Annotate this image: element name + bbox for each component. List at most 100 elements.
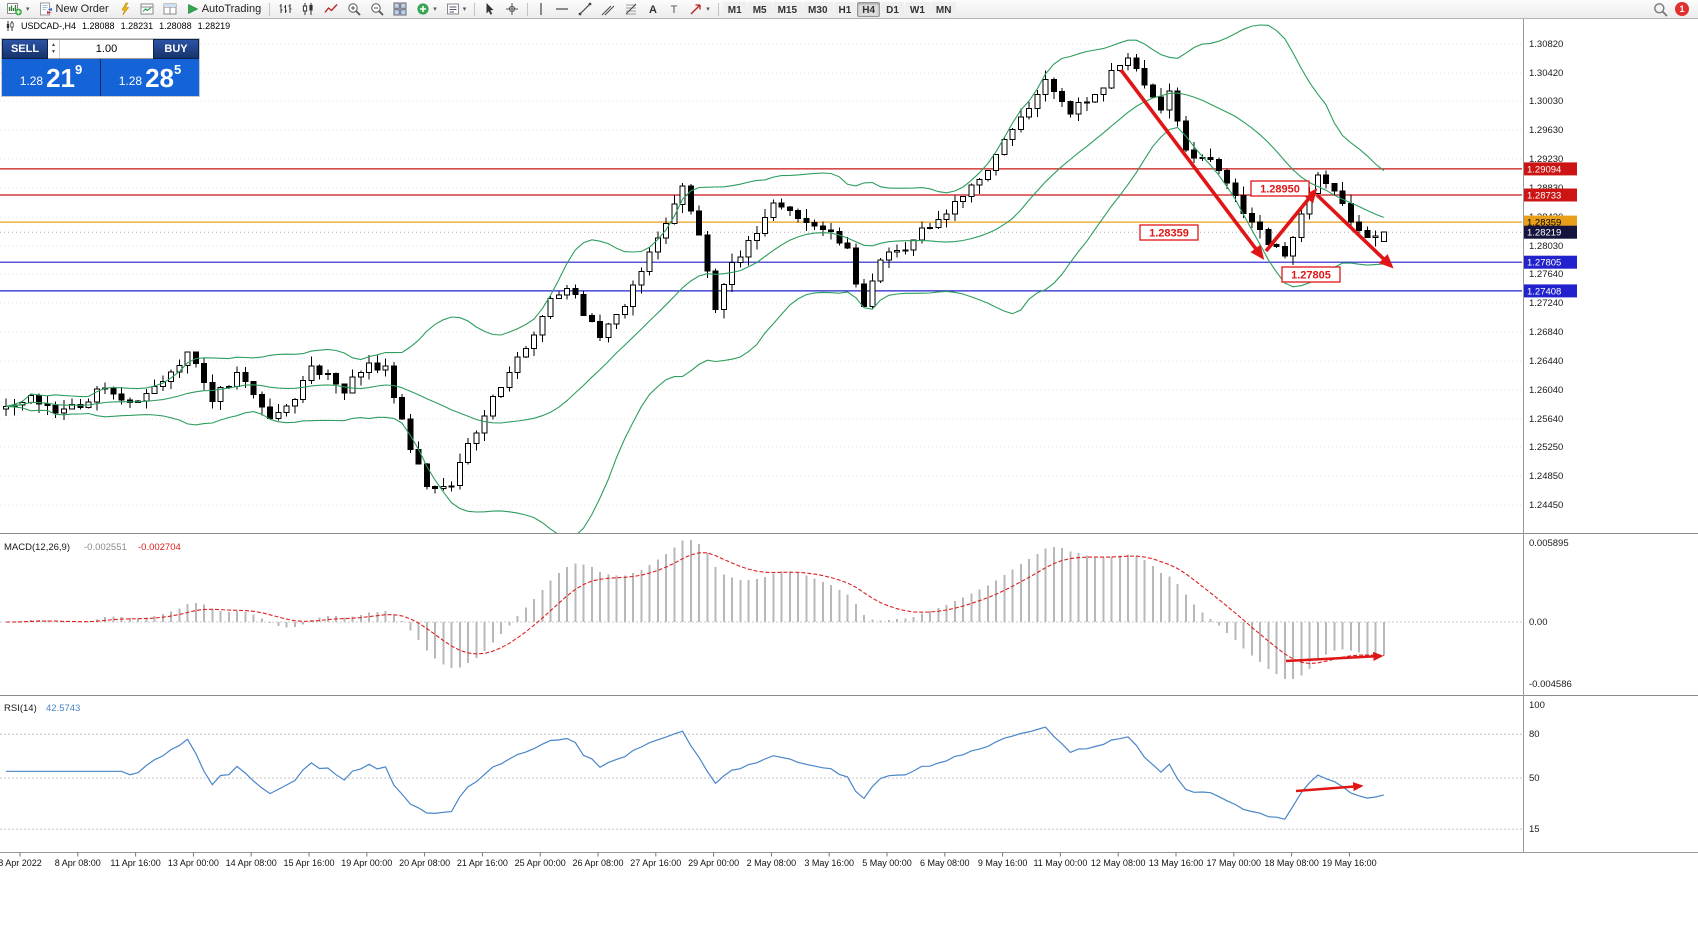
objects-list-button[interactable]: ▾ [442, 1, 471, 18]
trend-annotations[interactable]: 1.28950 1.28359 1.27805 [1119, 68, 1394, 283]
svg-text:1.30420: 1.30420 [1529, 68, 1563, 79]
svg-text:5 May 00:00: 5 May 00:00 [862, 858, 912, 868]
volume-field[interactable]: ▲ ▼ 1.00 [48, 39, 153, 59]
svg-text:1.24450: 1.24450 [1529, 500, 1563, 511]
svg-text:1.28359: 1.28359 [1527, 218, 1561, 229]
trendline-button[interactable] [574, 1, 596, 18]
notification-badge[interactable]: 1 [1675, 2, 1689, 16]
channel-button[interactable] [597, 1, 619, 18]
indicators-plus-icon [417, 3, 429, 15]
timeframe-m5-button[interactable]: M5 [747, 1, 772, 17]
text-tool-button[interactable]: A [643, 1, 663, 18]
search-icon[interactable] [1653, 2, 1668, 17]
sell-price-sup: 9 [75, 62, 83, 77]
ohlc-open: 1.28088 [82, 21, 115, 31]
new-order-label: New Order [55, 3, 109, 15]
chart-window: 1.28950 1.28359 1.27805 1.30820 1.30420 1.30… [0, 19, 1698, 937]
svg-text:13 May 16:00: 13 May 16:00 [1149, 858, 1204, 868]
candlestick-chart-button[interactable] [297, 1, 319, 18]
macd-value-main: -0.002551 [84, 542, 127, 553]
svg-text:20 Apr 08:00: 20 Apr 08:00 [399, 858, 450, 868]
svg-text:1.25250: 1.25250 [1529, 442, 1563, 453]
toolbar-separator [527, 2, 529, 16]
sell-price-display[interactable]: 1.28 21 9 [2, 59, 100, 96]
arrows-tool-button[interactable]: ▾ [685, 1, 714, 18]
crosshair-icon [506, 3, 519, 15]
svg-text:T: T [671, 4, 678, 16]
line-chart-button[interactable] [320, 1, 342, 18]
candlestick-series [3, 52, 1387, 494]
cursor-button[interactable] [479, 1, 500, 18]
autotrading-button[interactable]: AutoTrading [182, 1, 266, 18]
svg-text:1.30030: 1.30030 [1529, 96, 1563, 107]
timeframe-mn-button[interactable]: MN [930, 1, 957, 17]
svg-text:1.27408: 1.27408 [1527, 286, 1561, 297]
new-chart-button[interactable]: ▾ [3, 1, 34, 18]
spin-down-icon[interactable]: ▼ [51, 49, 56, 55]
buy-button[interactable]: BUY [153, 39, 199, 59]
price-annotation-box[interactable]: 1.28359 [1139, 224, 1199, 241]
axis-price-label: 1.28359 [1524, 215, 1577, 229]
axis-price-label: 1.27805 [1524, 255, 1577, 269]
svg-text:19 May 16:00: 19 May 16:00 [1322, 858, 1377, 868]
svg-text:1.29094: 1.29094 [1527, 164, 1561, 175]
zoom-out-button[interactable] [366, 1, 388, 18]
axis-price-label: 1.29094 [1524, 162, 1577, 176]
spin-up-icon[interactable]: ▲ [51, 42, 56, 48]
horizontal-line-button[interactable] [551, 1, 573, 18]
buy-price-display[interactable]: 1.28 28 5 [101, 59, 199, 96]
macd-trend-arrow[interactable] [1285, 651, 1384, 663]
objects-list-icon [446, 3, 459, 15]
price-axis[interactable]: 1.308201.304201.300301.296301.292301.288… [1523, 19, 1578, 853]
one-click-top-row: SELL ▲ ▼ 1.00 BUY [2, 39, 199, 59]
price-annotation-box[interactable]: 1.27805 [1281, 266, 1341, 283]
vertical-line-button[interactable] [532, 1, 550, 18]
svg-text:1.30820: 1.30820 [1529, 39, 1563, 50]
rsi-panel: 100 80 50 15 RSI(14) 42.5743 [0, 700, 1545, 835]
svg-text:11 Apr 16:00: 11 Apr 16:00 [110, 858, 160, 868]
timeframe-m15-button[interactable]: M15 [772, 1, 803, 17]
new-order-button[interactable]: New Order [35, 1, 113, 18]
svg-text:25 Apr 00:00: 25 Apr 00:00 [515, 858, 566, 868]
rsi-trend-arrow[interactable] [1295, 782, 1364, 793]
timeframe-m30-button[interactable]: M30 [803, 1, 833, 17]
svg-text:8 Apr 2022: 8 Apr 2022 [0, 858, 42, 868]
svg-text:2 May 08:00: 2 May 08:00 [747, 858, 797, 868]
ohlc-close: 1.28219 [197, 21, 231, 31]
timeframe-d1-button[interactable]: D1 [881, 1, 904, 17]
volume-value[interactable]: 1.00 [95, 43, 118, 55]
zoom-out-icon [371, 3, 384, 16]
ohlc-low: 1.28088 [159, 21, 192, 31]
volume-spinner[interactable]: ▲ ▼ [48, 40, 60, 58]
data-window-button[interactable] [159, 1, 181, 18]
fibonacci-button[interactable] [620, 1, 642, 18]
tile-windows-button[interactable] [389, 1, 411, 18]
crosshair-button[interactable] [501, 1, 523, 18]
price-annotation-box[interactable]: 1.28950 [1250, 180, 1310, 197]
tile-windows-icon [393, 2, 407, 16]
market-watch-button[interactable] [136, 1, 158, 18]
zoom-in-button[interactable] [343, 1, 365, 18]
indicators-button[interactable]: ▾ [412, 1, 441, 18]
svg-text:1.29230: 1.29230 [1529, 154, 1563, 165]
timeframe-m1-button[interactable]: M1 [722, 1, 747, 17]
text-a-icon: A [649, 4, 657, 16]
text-label-button[interactable]: T [664, 1, 684, 18]
timeframe-h4-button[interactable]: H4 [857, 1, 881, 17]
bar-chart-button[interactable] [274, 1, 296, 18]
svg-text:80: 80 [1529, 729, 1540, 740]
metaeditor-button[interactable] [114, 1, 135, 18]
svg-text:1.29630: 1.29630 [1529, 125, 1563, 136]
svg-text:21 Apr 16:00: 21 Apr 16:00 [457, 858, 508, 868]
panel-separators[interactable] [0, 533, 1698, 696]
rsi-label: RSI(14) [4, 703, 37, 714]
sell-button[interactable]: SELL [2, 39, 48, 59]
time-axis[interactable]: 8 Apr 2022 8 Apr 08:00 11 Apr 16:00 13 Apr … [0, 852, 1698, 869]
fibonacci-icon [625, 3, 637, 15]
svg-text:17 May 00:00: 17 May 00:00 [1207, 858, 1262, 868]
timeframe-w1-button[interactable]: W1 [904, 1, 930, 17]
svg-text:6 May 08:00: 6 May 08:00 [920, 858, 970, 868]
svg-text:14 Apr 08:00: 14 Apr 08:00 [226, 858, 277, 868]
timeframe-h1-button[interactable]: H1 [833, 1, 857, 17]
chart-canvas[interactable]: 1.28950 1.28359 1.27805 1.30820 1.30420 1.30… [0, 19, 1698, 937]
